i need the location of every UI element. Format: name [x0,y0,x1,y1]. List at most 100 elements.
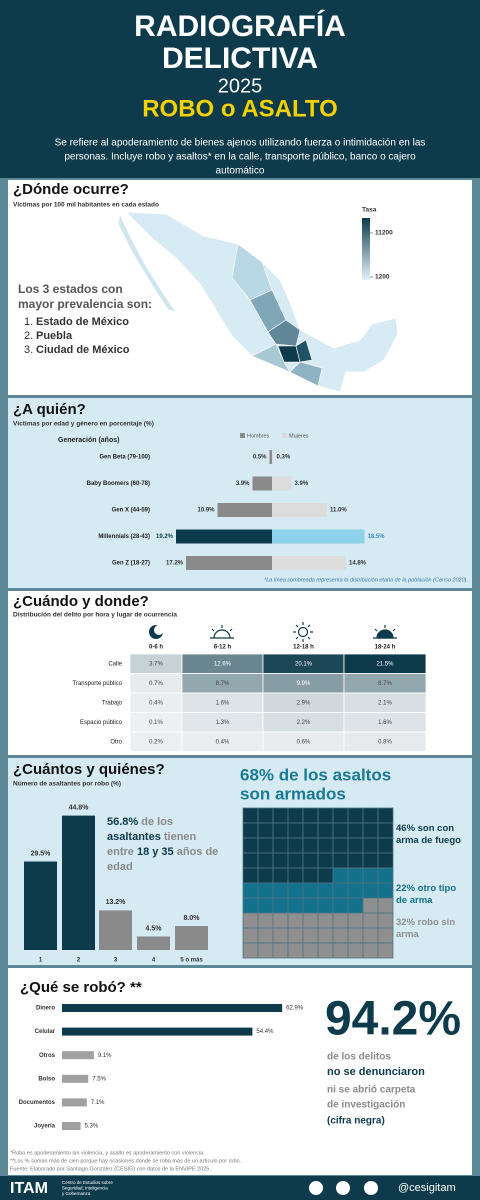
waffle-cell [362,897,379,914]
bar [272,450,274,464]
waffle-cell [332,897,349,914]
waffle-label: 32% robo sin arma [396,917,455,940]
waffle-label: 22% otro tipo de arma [396,883,456,906]
list-rank: 1. [24,316,33,328]
waffle-cell [272,927,289,944]
waffle-cell [272,837,289,854]
row-label: Espacio público [80,720,123,726]
annotation-part: 18 y 35 [137,846,174,858]
waffle-cell [347,897,364,914]
waffle-cell [272,852,289,869]
waffle-cell [242,867,259,884]
waffle-cell [332,807,349,824]
waffle-cell [302,867,319,884]
cell [343,731,427,752]
legend-swatch [282,433,287,438]
waffle-cell [302,852,319,869]
value-label: 5.3% [85,1124,99,1130]
bar [272,503,327,517]
bar [137,936,170,950]
list-item: Ciudad de México [36,344,130,356]
bar [62,1004,283,1012]
statement: no se denunciaron [327,1066,425,1078]
waffle-cell [317,942,334,959]
value-label: 62.9% [286,1006,304,1012]
value-label: 0.5% [253,455,267,461]
waffle-label-line: arma de fuego [396,835,461,846]
cell-label: 9.9% [297,681,311,687]
category-label: Joyería [34,1124,56,1130]
footer-bg [0,1176,480,1200]
waffle-cell [317,897,334,914]
cell-label: 2.1% [378,700,392,706]
bar [62,1122,81,1130]
waffle-cell [287,867,304,884]
social-icon[interactable] [336,1181,350,1195]
annotation: edad [107,861,133,873]
waffle-cell [377,912,394,929]
waffle-label-line: 22% otro tipo [396,883,456,894]
waffle-cell [302,912,319,929]
value-label: 3.9% [236,481,250,487]
colorbar-label: 11200 [375,230,393,237]
cell-label: 2.9% [297,700,311,706]
list-rank: 2. [24,330,33,342]
waffle-cell [362,882,379,899]
section-subtitle: Víctimas por edad y género en porcentaje… [13,421,154,428]
waffle-cell [302,822,319,839]
waffle-cell [317,807,334,824]
bar [99,910,132,950]
cell-label: 1.3% [216,720,230,726]
waffle-cell [242,882,259,899]
waffle-cell [242,897,259,914]
section-title: ¿Cuántos y quiénes? [13,761,165,778]
callout: Los 3 estados con [18,282,123,296]
social-icon[interactable] [309,1181,323,1195]
waffle-cell [287,927,304,944]
description: Se refiere al apoderamiento de bienes aj… [55,138,426,149]
cell-label: 8.7% [216,681,230,687]
waffle-label: 46% son con arma de fuego [396,823,461,846]
column-label: 0-6 h [149,645,163,651]
list-item: Estado de México [36,316,129,328]
annotation-part: asaltantes [107,831,161,843]
value-label: 7.5% [92,1076,106,1082]
column-label: 6-12 h [214,645,232,651]
waffle-cell [302,942,319,959]
cell-label: 0.7% [149,681,163,687]
waffle-cell [272,942,289,959]
waffle-cell [272,822,289,839]
description: personas. Incluye robo y asaltos* en la … [64,152,416,163]
value-label: 14.8% [349,561,367,567]
row-label: Trabajo [102,700,123,706]
colorbar-label: 1200 [375,274,390,281]
callout: mayor prevalencia son: [18,297,152,311]
value-label: 10.9% [197,508,215,514]
bar [62,815,95,950]
waffle-cell [287,807,304,824]
bar [272,476,292,491]
statement: de los delitos [327,1052,391,1063]
waffle-cell [347,837,364,854]
waffle-cell [302,882,319,899]
map-region [295,339,313,363]
waffle-cell [362,837,379,854]
waffle-cell [287,942,304,959]
row-label: Otro [110,739,122,745]
section-subtitle: Víctimas por 100 mil habitantes en cada … [13,202,159,209]
footnote: Fuente: Elaborado por Santiago González … [10,1166,211,1172]
waffle-cell [377,942,394,959]
waffle-cell [287,822,304,839]
waffle-cell [332,867,349,884]
waffle-cell [377,867,394,884]
value-label: 17.2% [166,561,184,567]
footer-text: Seguridad, Inteligencia [62,1186,108,1191]
topic: ROBO o ASALTO [142,95,338,122]
cell-label: 21.5% [376,661,394,667]
waffle-cell [317,912,334,929]
cell-label: 12.6% [214,661,232,667]
bar [272,529,365,544]
social-icon[interactable] [364,1181,378,1195]
